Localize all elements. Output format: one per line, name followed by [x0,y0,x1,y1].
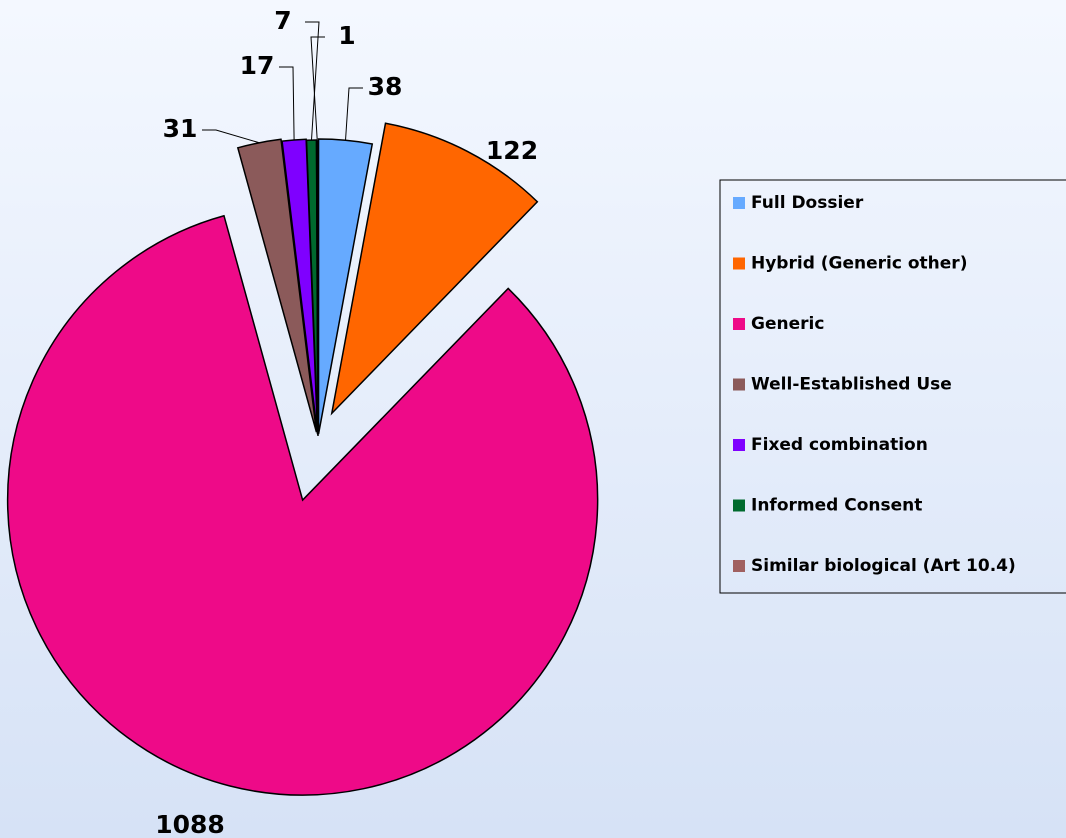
legend-label: Well-Established Use [751,375,952,395]
legend-label: Hybrid (Generic other) [751,254,967,274]
legend-swatch [733,318,745,330]
pie-slice [305,139,319,436]
legend-swatch [733,378,745,391]
legend-box [719,179,1066,594]
data-label: 1088 [155,810,225,838]
legend-label: Full Dossier [751,193,864,213]
legend-swatch [733,439,745,451]
legend-swatch [733,560,745,572]
leader-line [279,66,295,140]
data-label: 31 [163,114,198,143]
data-label: 17 [240,51,275,80]
legend-swatch [733,197,745,209]
data-label: 1 [338,21,355,50]
legend-label: Fixed combination [751,435,928,455]
leader-line [202,129,260,144]
legend-label: Informed Consent [751,496,922,516]
legend-label: Similar biological (Art 10.4) [751,556,1016,576]
pie-slice [330,122,539,416]
data-label: 7 [274,6,291,35]
legend-label: Generic [751,314,824,334]
legend-swatch [733,499,745,512]
data-label: 122 [486,136,538,165]
leader-line [345,87,363,141]
legend-swatch [733,257,745,270]
leader-line [305,21,320,141]
leader-line [310,36,325,142]
pie-slice [6,214,599,796]
data-label: 38 [368,72,403,101]
